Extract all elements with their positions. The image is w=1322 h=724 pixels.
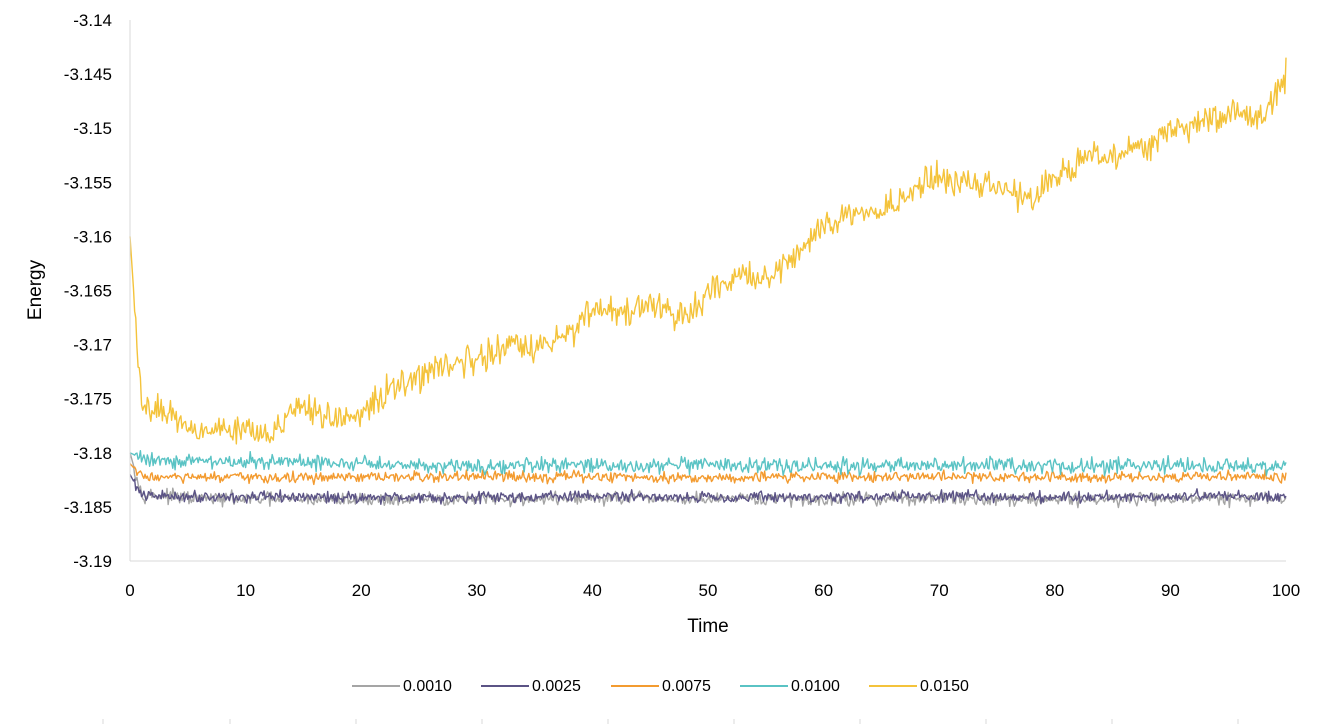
series-line-0.0100: [129, 450, 1287, 477]
y-tick-label: -3.175: [64, 390, 112, 409]
x-tick-label: 100: [1272, 581, 1300, 600]
x-tick-label: 70: [930, 581, 949, 600]
x-tick-label: 30: [467, 581, 486, 600]
series-line-0.0010: [129, 452, 1287, 509]
y-tick-label: -3.19: [73, 552, 112, 571]
x-tick-label: 50: [699, 581, 718, 600]
plot-lines: [129, 57, 1287, 509]
x-tick-label: 90: [1161, 581, 1180, 600]
y-tick-label: -3.185: [64, 498, 112, 517]
legend-label: 0.0010: [403, 678, 452, 695]
y-tick-labels: -3.14 -3.145 -3.15 -3.155 -3.16 -3.165 -3.17 -3…: [64, 11, 112, 571]
y-tick-label: -3.145: [64, 65, 112, 84]
legend-label: 0.0100: [791, 678, 840, 695]
y-tick-label: -3.14: [73, 11, 112, 30]
y-tick-label: -3.155: [64, 173, 112, 192]
x-tick-label: 60: [814, 581, 833, 600]
x-axis-title: Time: [687, 616, 729, 637]
y-tick-label: -3.15: [73, 119, 112, 138]
series-line-0.0150: [129, 57, 1287, 445]
legend-label: 0.0025: [532, 678, 581, 695]
y-tick-label: -3.165: [64, 282, 112, 301]
legend-label: 0.0075: [662, 678, 711, 695]
bottom-edge-ticks: [102, 719, 1239, 724]
x-tick-label: 10: [236, 581, 255, 600]
y-axis-title: Energy: [25, 259, 46, 320]
series-line-0.0075: [129, 463, 1287, 486]
series-line-0.0025: [129, 474, 1287, 506]
y-tick-label: -3.16: [73, 227, 112, 246]
y-tick-label: -3.17: [73, 336, 112, 355]
legend-label: 0.0150: [920, 678, 969, 695]
x-tick-label: 20: [352, 581, 371, 600]
x-tick-label: 40: [583, 581, 602, 600]
legend: 0.0010 0.0025 0.0075 0.0100 0.0150: [352, 678, 969, 695]
x-tick-label: 0: [125, 581, 134, 600]
y-tick-label: -3.18: [73, 444, 112, 463]
x-tick-labels: 0 10 20 30 40 50 60 70 80 90 100: [125, 581, 1300, 600]
x-tick-label: 80: [1045, 581, 1064, 600]
axes: [129, 20, 1286, 562]
